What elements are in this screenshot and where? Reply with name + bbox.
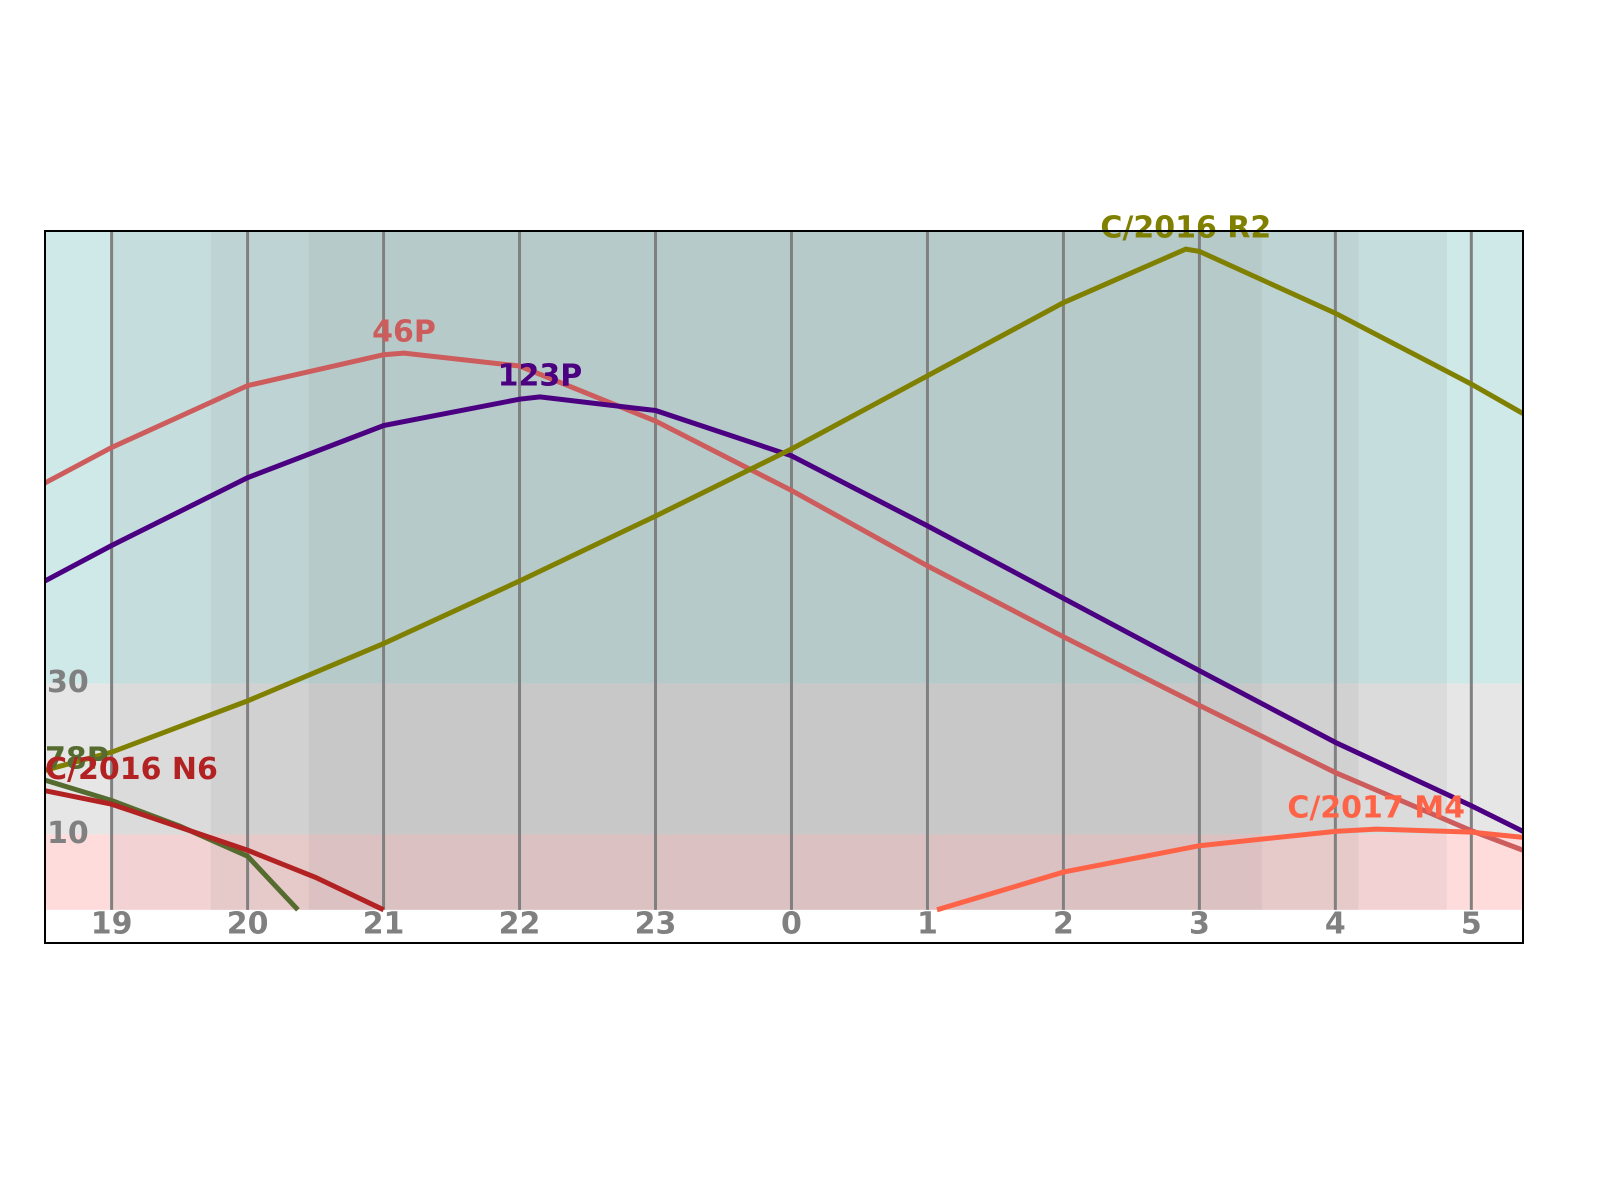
y-tick-label: 10 (47, 816, 89, 851)
zone-high (45, 231, 1523, 684)
x-tick-label: 23 (635, 907, 677, 942)
series-label: 46P (372, 315, 436, 350)
series-label: C/2017 M4 (1287, 791, 1465, 826)
x-tick-label: 21 (363, 907, 405, 942)
x-tick-label: 19 (91, 907, 133, 942)
x-tick-label: 4 (1325, 907, 1346, 942)
y-tick-label: 30 (47, 665, 89, 700)
night-band (110, 231, 1447, 910)
series-label: 123P (498, 358, 583, 393)
series-line (936, 826, 1524, 913)
series-line (44, 246, 1525, 773)
zone-low (45, 834, 1523, 910)
x-tick-label: 20 (227, 907, 269, 942)
plot-frame (44, 230, 1524, 944)
series-label: C/2016 R2 (1100, 211, 1271, 246)
series-line (44, 788, 385, 913)
series-line (43, 394, 1525, 834)
x-tick-label: 3 (1189, 907, 1210, 942)
series-label: C/2016 N6 (45, 752, 218, 787)
series-line (43, 350, 1524, 853)
night-band (210, 231, 1359, 910)
x-tick-label: 22 (499, 907, 541, 942)
x-tick-label: 5 (1461, 907, 1482, 942)
x-tick-label: 2 (1053, 907, 1074, 942)
x-tick-label: 1 (917, 907, 938, 942)
x-tick-label: 0 (781, 907, 802, 942)
night-band (308, 231, 1262, 910)
series-label: 78P (45, 742, 109, 777)
